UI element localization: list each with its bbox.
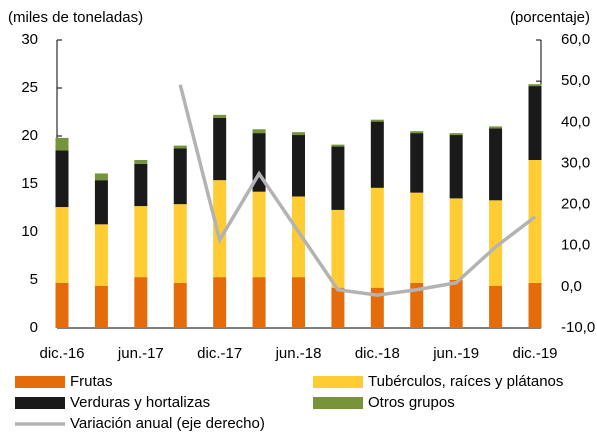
y2-tick-label: 40,0 [561, 113, 590, 130]
y-tick-label: 20 [21, 127, 38, 144]
legend-label: Verduras y hortalizas [70, 394, 210, 411]
bar-segment [528, 160, 542, 283]
bar-segment [55, 150, 69, 208]
bar-segment [528, 84, 542, 87]
y2-tick-label: 0,0 [561, 278, 582, 295]
bar-segment [410, 133, 424, 193]
legend-label: Tubérculos, raíces y plátanos [368, 373, 563, 390]
y-tick-label: 10 [21, 223, 38, 240]
y2-tick-label: 30,0 [561, 154, 590, 171]
bar-segment [489, 128, 503, 201]
bar-segment [134, 206, 148, 278]
legend-label: Variación anual (eje derecho) [70, 415, 265, 432]
x-tick-label: dic.-18 [355, 345, 400, 362]
bar-segment [55, 207, 69, 283]
y-tick-label: 15 [21, 175, 38, 192]
y2-tick-label: -10,0 [561, 319, 595, 336]
bar-segment [252, 191, 266, 278]
bar-segment [173, 282, 187, 328]
y2-tick-label: 60,0 [561, 31, 590, 48]
y-tick-label: 0 [30, 319, 38, 336]
bar-segment [331, 287, 345, 328]
legend-label: Frutas [70, 373, 113, 390]
legend-label: Otros grupos [368, 394, 455, 411]
bar-segment [449, 198, 463, 280]
y2-axis-label: (porcentaje) [510, 9, 590, 26]
bar-segment [292, 277, 305, 328]
y2-tick-label: 50,0 [561, 72, 590, 89]
bar-segment [410, 282, 424, 328]
legend-swatch [15, 376, 65, 388]
bar-segment [292, 196, 305, 278]
bar-segment [331, 146, 345, 210]
bar-segment [410, 131, 424, 134]
bar-segment [449, 135, 463, 199]
bar-segment [489, 126, 503, 129]
x-tick-label: jun.-17 [117, 345, 164, 362]
bar-segment [489, 285, 503, 328]
bar-segment [94, 180, 108, 225]
x-tick-label: jun.-19 [432, 345, 479, 362]
bar-segment [134, 277, 148, 328]
bar-segment [94, 285, 108, 328]
bar-segment [292, 135, 305, 197]
bar-segment [173, 148, 187, 205]
x-tick-label: dic.-16 [39, 345, 84, 362]
legend-swatch [313, 376, 363, 388]
legend-swatch [15, 397, 65, 409]
bar-segment [173, 204, 187, 283]
bar-segment [331, 144, 345, 147]
bar-segment [370, 121, 384, 188]
bar-segment [94, 224, 108, 286]
x-tick-label: dic.-19 [512, 345, 557, 362]
bar-segment [252, 129, 266, 134]
x-tick-label: dic.-17 [197, 345, 242, 362]
bar-segment [213, 114, 227, 118]
bar-segment [449, 280, 463, 328]
bar-segment [292, 132, 305, 136]
bar-segment [55, 137, 69, 151]
y2-tick-label: 10,0 [561, 237, 590, 254]
bar-segment [489, 200, 503, 286]
legend-swatch [313, 397, 363, 409]
bar-segment [370, 187, 384, 288]
bar-segment [213, 180, 227, 278]
bar-segment [55, 282, 69, 328]
bar-segment [134, 160, 148, 164]
line-series [178, 84, 537, 297]
y-axis-label: (miles de toneladas) [8, 9, 143, 26]
bar-segment [173, 145, 187, 149]
bar-segment [252, 277, 266, 328]
y-tick-label: 25 [21, 79, 38, 96]
bar-segment [213, 117, 227, 181]
y-tick-label: 30 [21, 31, 38, 48]
bar-segment [449, 133, 463, 136]
x-tick-label: jun.-18 [275, 345, 322, 362]
bar-segment [528, 282, 542, 328]
y2-tick-label: 20,0 [561, 196, 590, 213]
bar-segment [528, 86, 542, 160]
bar-segment [370, 287, 384, 328]
bar-segment [331, 209, 345, 288]
bar-segment [94, 173, 108, 181]
bar-segment [213, 277, 227, 328]
bar-segment [370, 119, 384, 122]
bar-segment [410, 192, 424, 283]
bar-segment [134, 163, 148, 207]
y-tick-label: 5 [30, 271, 38, 288]
